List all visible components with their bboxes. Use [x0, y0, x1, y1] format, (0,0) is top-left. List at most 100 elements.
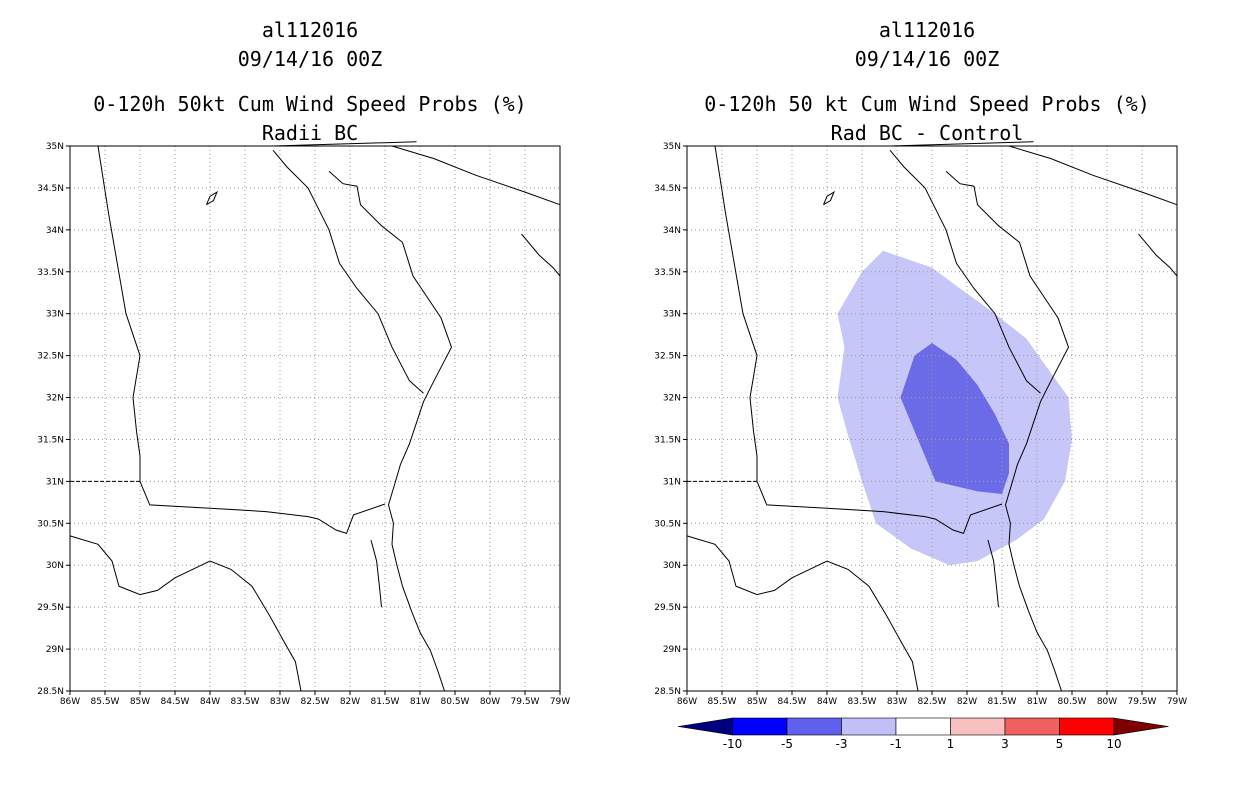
- border-ga-sc: [889, 149, 1041, 394]
- lat-label: 32N: [663, 394, 681, 404]
- lat-label: 28.5N: [37, 687, 64, 697]
- lon-label: 81W: [1027, 697, 1047, 707]
- colorbar-segment: [1113, 717, 1169, 736]
- lat-label: 31.5N: [654, 435, 681, 445]
- border-ga-sc: [272, 149, 424, 394]
- river-st-johns: [987, 539, 999, 608]
- lake-outline: [206, 190, 219, 206]
- lon-label: 84W: [200, 697, 220, 707]
- lat-label: 30N: [663, 561, 681, 571]
- lon-label: 79.5W: [511, 697, 540, 707]
- lon-label: 82W: [340, 697, 360, 707]
- lat-label: 29N: [46, 645, 64, 655]
- left-title-product: 0-120h 50kt Cum Wind Speed Probs (%): [93, 92, 527, 116]
- left-title-date: 09/14/16 00Z: [237, 47, 383, 71]
- coastline-atlantic: [945, 170, 1070, 692]
- lon-label: 85.5W: [91, 697, 120, 707]
- right-title-product: 0-120h 50 kt Cum Wind Speed Probs (%): [704, 92, 1150, 116]
- lon-label: 80.5W: [1058, 697, 1087, 707]
- lat-label: 32.5N: [37, 352, 64, 362]
- lat-label: 34N: [46, 226, 64, 236]
- lat-label: 29.5N: [37, 603, 64, 613]
- lon-label: 80W: [480, 697, 500, 707]
- lon-label: 81.5W: [371, 697, 400, 707]
- lat-label: 32.5N: [654, 352, 681, 362]
- lon-label: 83W: [887, 697, 907, 707]
- right-title-storm-id: al112016: [878, 18, 976, 42]
- coastline-gulf: [686, 535, 919, 692]
- lon-label: 84.5W: [161, 697, 190, 707]
- coastline-gulf: [69, 535, 302, 692]
- lat-label: 34N: [663, 226, 681, 236]
- coastline-atlantic: [328, 170, 453, 692]
- colorbar-label: -5: [781, 737, 793, 751]
- lon-label: 84W: [817, 697, 837, 707]
- lat-label: 33N: [663, 310, 681, 320]
- right-panel-title: al112016 09/14/16 00Z 0-120h 50 kt Cum W…: [677, 16, 1177, 148]
- colorbar-label: -3: [836, 737, 848, 751]
- colorbar-segment: [732, 717, 788, 736]
- colorbar-segment: [895, 717, 951, 736]
- lon-label: 83.5W: [231, 697, 260, 707]
- lat-label: 30.5N: [654, 519, 681, 529]
- colorbar-label: 10: [1106, 737, 1121, 751]
- lon-label: 80W: [1097, 697, 1117, 707]
- coastline-carolina: [1138, 233, 1178, 277]
- right-map: 35N 34.5N 34N 33.5N 33N 32.5N 32N 31.5N 31N 30.5N…: [654, 141, 1187, 707]
- lat-label: 35N: [663, 142, 681, 152]
- colorbar-segment: [1059, 717, 1115, 736]
- colorbar-label: 1: [947, 737, 955, 751]
- lat-label: 31N: [46, 477, 64, 487]
- left-title-storm-id: al112016: [261, 18, 359, 42]
- border-ga-fl: [756, 481, 1003, 535]
- colorbar-segment: [841, 717, 897, 736]
- border-nc-sc: [391, 145, 561, 206]
- lon-label: 80.5W: [441, 697, 470, 707]
- lon-label: 81W: [410, 697, 430, 707]
- border-nc-sc: [1008, 145, 1178, 206]
- lon-label: 83.5W: [848, 697, 877, 707]
- river-st-johns: [370, 539, 382, 608]
- diff-minus3-contour: [900, 343, 1009, 494]
- colorbar-segment: [786, 717, 842, 736]
- colorbar-label: 3: [1001, 737, 1009, 751]
- lon-label: 79W: [1167, 697, 1187, 707]
- border-al-ga: [97, 145, 141, 482]
- lat-label: 29N: [663, 645, 681, 655]
- lon-label: 82.5W: [301, 697, 330, 707]
- lon-label: 81.5W: [988, 697, 1017, 707]
- lat-label: 34.5N: [654, 184, 681, 194]
- colorbar-label: -10: [723, 737, 743, 751]
- lat-label: 34.5N: [37, 184, 64, 194]
- lat-label: 33N: [46, 310, 64, 320]
- colorbar-segment: [677, 717, 733, 736]
- lon-label: 79W: [550, 697, 570, 707]
- left-panel-title: al112016 09/14/16 00Z 0-120h 50kt Cum Wi…: [60, 16, 560, 148]
- border-al-ga: [714, 145, 758, 482]
- colorbar-segment: [950, 717, 1006, 736]
- colorbar-label: 5: [1056, 737, 1064, 751]
- lat-label: 28.5N: [654, 687, 681, 697]
- colorbar-label: -1: [890, 737, 902, 751]
- border-nc: [272, 141, 417, 147]
- lon-label: 85W: [130, 697, 150, 707]
- lat-label: 30.5N: [37, 519, 64, 529]
- colorbar-segment: [1004, 717, 1060, 736]
- colorbar: -10 -5 -3 -1 1 3 5 10: [677, 717, 1169, 751]
- left-title-run: Radii BC: [261, 121, 359, 145]
- lon-label: 84.5W: [778, 697, 807, 707]
- lat-label: 33.5N: [654, 268, 681, 278]
- left-map: 35N 34.5N 34N 33.5N 33N 32.5N 32N 31.5N 31N 30.5N…: [37, 141, 570, 707]
- lat-label: 31N: [663, 477, 681, 487]
- right-title-date: 09/14/16 00Z: [854, 47, 1000, 71]
- lat-label: 29.5N: [654, 603, 681, 613]
- lat-label: 33.5N: [37, 268, 64, 278]
- lake-outline: [823, 190, 836, 206]
- lat-label: 30N: [46, 561, 64, 571]
- lon-label: 86W: [60, 697, 80, 707]
- coastline-carolina: [521, 233, 561, 277]
- right-title-run: Rad BC - Control: [830, 121, 1024, 145]
- lon-label: 86W: [677, 697, 697, 707]
- border-ga-fl: [139, 481, 386, 535]
